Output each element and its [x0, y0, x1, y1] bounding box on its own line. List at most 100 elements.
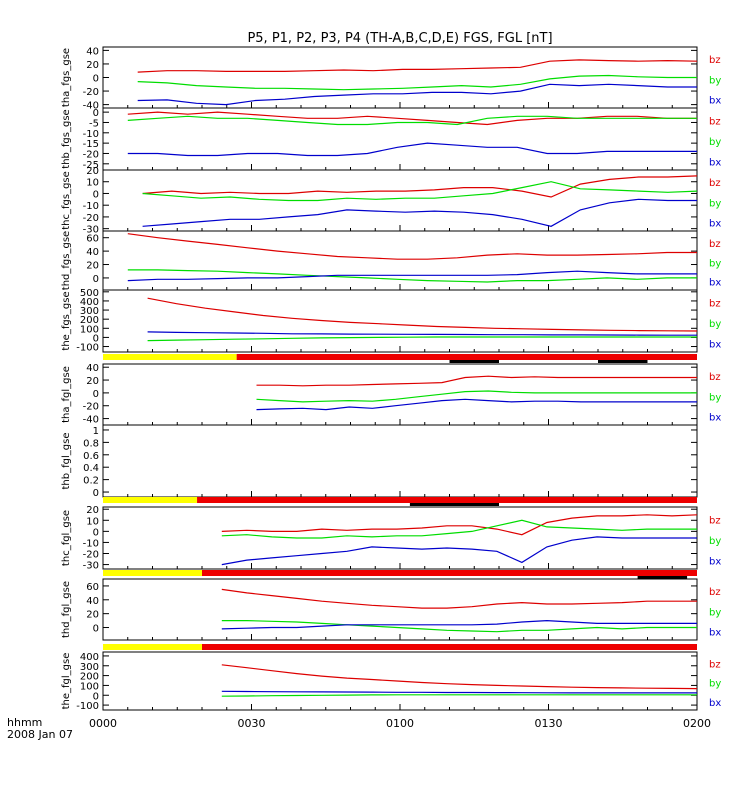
mode-bar-segment	[236, 354, 697, 360]
y-tick-label: 300	[80, 306, 99, 317]
y-tick-label: -15	[83, 139, 99, 150]
series-line-bx	[221, 690, 697, 694]
y-tick-label: -100	[76, 701, 99, 712]
y-tick-label: -20	[83, 149, 99, 160]
y-tick-label: 0	[93, 74, 99, 85]
y-tick-label: -10	[83, 201, 99, 212]
y-axis-label: the_fgs_gse	[61, 291, 72, 350]
y-tick-label: 40	[86, 596, 99, 607]
y-tick-label: 200	[80, 315, 99, 326]
panel-frame	[102, 289, 698, 353]
mode-bar-segment	[202, 570, 697, 576]
y-tick-label: 0	[93, 333, 99, 344]
legend-bx: bx	[709, 95, 721, 106]
series-line-bz	[221, 664, 698, 690]
y-tick-label: 0.2	[83, 476, 99, 487]
mode-bar-segment	[202, 644, 697, 650]
y-tick-label: 0	[93, 274, 99, 285]
y-tick-label: 0	[93, 624, 99, 635]
series-line-by	[256, 390, 697, 403]
legend-by: by	[709, 137, 721, 148]
x-tick-label: 0030	[238, 717, 266, 730]
series-line-bx	[256, 398, 697, 411]
y-tick-label: 10	[86, 178, 99, 189]
y-tick-label: -10	[83, 129, 99, 140]
series-line-bz	[127, 233, 697, 260]
panel-thb_fgl_gse: 00.2 0.40.6 0.81 thb_fgl_gse	[61, 424, 698, 499]
legend-bz: bz	[709, 515, 721, 526]
series-line-bz	[256, 375, 697, 387]
legend-bx: bx	[709, 278, 721, 289]
series-line-bx	[142, 198, 697, 227]
y-axis-label: thc_fgs_gse	[61, 171, 72, 230]
legend-bz: bz	[709, 55, 721, 66]
panel-tha_fgl_gse: -40 -20 0 20 40 tha_fgl_gse bz by bx	[61, 363, 721, 425]
time-label: hhmm	[7, 716, 42, 729]
mode-bar-segment	[103, 497, 198, 503]
series-line-bz	[221, 514, 698, 536]
series-line-by	[221, 519, 697, 539]
y-tick-label: -30	[83, 561, 99, 572]
y-tick-label: 400	[80, 297, 99, 308]
y-axis-label: the_fgl_gse	[61, 653, 72, 710]
series-line-bz	[221, 588, 697, 609]
y-tick-label: -20	[83, 550, 99, 561]
x-tick-label: 0200	[683, 717, 711, 730]
panel-frame	[102, 578, 698, 641]
y-tick-label: 40	[86, 46, 99, 57]
series-line-by	[142, 181, 698, 202]
y-tick-label: 20	[86, 166, 99, 177]
panel-frame	[102, 424, 698, 498]
legend-by: by	[709, 75, 721, 86]
y-tick-label: -100	[76, 343, 99, 354]
y-axis-label: tha_fgl_gse	[61, 366, 72, 423]
y-axis-label: thb_fgs_gse	[61, 109, 72, 168]
panel-frame	[102, 46, 698, 109]
legend-by: by	[709, 198, 721, 209]
y-tick-label: 0.4	[83, 463, 99, 474]
y-tick-label: 20	[86, 376, 99, 387]
y-axis-label: thb_fgl_gse	[61, 433, 72, 490]
y-axis-label: tha_fgs_gse	[61, 48, 72, 107]
y-axis-label: thc_fgl_gse	[61, 510, 72, 566]
mode-bar	[103, 354, 697, 363]
mode-bar	[103, 570, 697, 579]
series-line-bx	[127, 270, 697, 282]
chart-title: P5, P1, P2, P3, P4 (TH-A,B,C,D,E) FGS, F…	[247, 31, 552, 46]
series-line-bz	[142, 175, 698, 198]
y-tick-label: -10	[83, 538, 99, 549]
y-tick-label: -30	[83, 225, 99, 236]
mode-bars-group	[103, 354, 698, 650]
legend-bx: bx	[709, 556, 721, 567]
series-line-bz	[127, 111, 697, 126]
y-tick-label: 20	[86, 60, 99, 71]
panel-thb_fgs_gse: -25-20-15-10-50 thb_fgs_gse bz by bx	[61, 107, 721, 171]
legend-bx: bx	[709, 627, 721, 638]
panel-tha_fgs_gse: -40 -20 0 20 40 tha_fgs_gse bz by bx	[61, 46, 721, 111]
y-tick-label: 0.8	[83, 438, 99, 449]
series-line-bx	[137, 83, 697, 106]
legend-by: by	[709, 258, 721, 269]
legend-bz: bz	[709, 298, 721, 309]
y-tick-label: 0	[93, 691, 99, 702]
mode-bar-segment	[103, 644, 202, 650]
legend-bz: bz	[709, 116, 721, 127]
y-tick-label: -20	[83, 213, 99, 224]
series-line-bz	[147, 297, 698, 332]
mode-bar-marker	[598, 360, 648, 363]
series-line-bz	[137, 59, 698, 73]
legend-by: by	[709, 536, 721, 547]
mode-bar-segment	[103, 354, 237, 360]
legend-by: by	[709, 319, 721, 330]
y-tick-label: 500	[80, 288, 99, 299]
legend-by: by	[709, 607, 721, 618]
series-line-by	[137, 74, 697, 91]
y-tick-label: 10	[86, 516, 99, 527]
series-line-by	[147, 336, 697, 342]
y-tick-label: 40	[86, 363, 99, 374]
y-tick-label: 60	[86, 234, 99, 245]
mode-bar-marker	[409, 503, 499, 506]
